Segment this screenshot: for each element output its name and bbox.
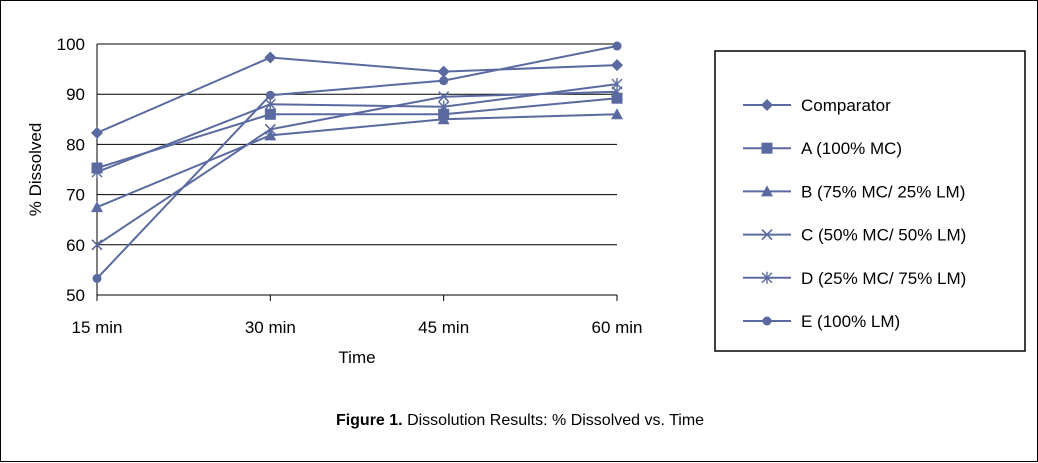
data-point: [264, 123, 276, 135]
series-5: [92, 41, 622, 283]
series-0: [91, 51, 623, 139]
data-point: [92, 273, 102, 283]
data-point: [611, 59, 623, 72]
x-tick-label: 45 min: [418, 318, 469, 337]
y-tick-label: 60: [66, 236, 85, 255]
x-tick-label: 60 min: [591, 318, 642, 337]
legend-marker: [761, 229, 773, 241]
legend-item: A (100% MC): [743, 139, 902, 158]
legend-item: C (50% MC/ 50% LM): [743, 226, 966, 245]
data-point: [91, 126, 103, 139]
data-point: [264, 51, 277, 64]
series-line: [96, 45, 618, 280]
data-point: [611, 92, 623, 104]
legend-label: D (25% MC/ 75% LM): [801, 269, 966, 288]
legend-marker: [761, 185, 773, 197]
data-point: [91, 239, 103, 251]
data-point: [437, 65, 450, 78]
series-layer: [91, 41, 623, 283]
series-line: [96, 97, 618, 169]
data-point: [91, 166, 103, 179]
x-tick-label: 30 min: [245, 318, 296, 337]
legend-marker: [761, 99, 773, 111]
legend-label: B (75% MC/ 25% LM): [801, 182, 965, 201]
legend-label: E (100% LM): [801, 312, 900, 331]
data-point: [438, 91, 450, 103]
x-axis-title: Time: [338, 348, 375, 367]
legend-label: C (50% MC/ 50% LM): [801, 226, 966, 245]
series-4: [91, 78, 623, 179]
data-point: [264, 108, 276, 120]
y-axis-title: % Dissolved: [26, 123, 45, 217]
data-point: [611, 78, 623, 91]
y-tick-label: 90: [66, 85, 85, 104]
gridlines: [97, 43, 617, 296]
series-line: [96, 83, 618, 173]
data-point: [437, 113, 450, 125]
legend-item: B (75% MC/ 25% LM): [743, 182, 965, 201]
caption-text: Dissolution Results: % Dissolved vs. Tim…: [402, 412, 705, 429]
y-tick-label: 50: [66, 286, 85, 305]
data-point: [265, 90, 275, 100]
legend-marker: [761, 271, 773, 284]
series-line: [96, 56, 618, 134]
data-point: [264, 98, 276, 111]
series-3: [91, 86, 623, 251]
data-point: [91, 201, 103, 213]
caption-label: Figure 1.: [335, 412, 403, 429]
y-tick-label: 100: [57, 35, 85, 54]
x-tick-label: 15 min: [71, 318, 122, 337]
legend-label: A (100% MC): [801, 139, 902, 158]
data-point: [611, 108, 623, 120]
series-2: [91, 108, 623, 213]
data-point: [264, 129, 277, 141]
series-line: [96, 113, 618, 209]
data-point: [612, 41, 622, 51]
y-tick-label: 80: [66, 135, 85, 154]
legend-label: Comparator: [801, 96, 891, 115]
legend-marker: [761, 142, 773, 154]
legend: Comparator A (100% MC) B (75% MC/ 25% LM) C…: [714, 50, 1026, 352]
data-point: [439, 76, 449, 86]
data-point: [438, 100, 450, 113]
axes: 50 60 70 80 90 100 15 min 30 min 45 min 60 min: [57, 35, 643, 337]
y-tick-label: 70: [66, 186, 85, 205]
legend-item: Comparator: [743, 96, 891, 115]
figure-caption: Figure 1. Dissolution Results: % Dissolv…: [1, 412, 1038, 430]
legend-item: E (100% LM): [743, 312, 900, 331]
legend-marker: [762, 316, 772, 326]
legend-item: D (25% MC/ 75% LM): [743, 269, 966, 288]
